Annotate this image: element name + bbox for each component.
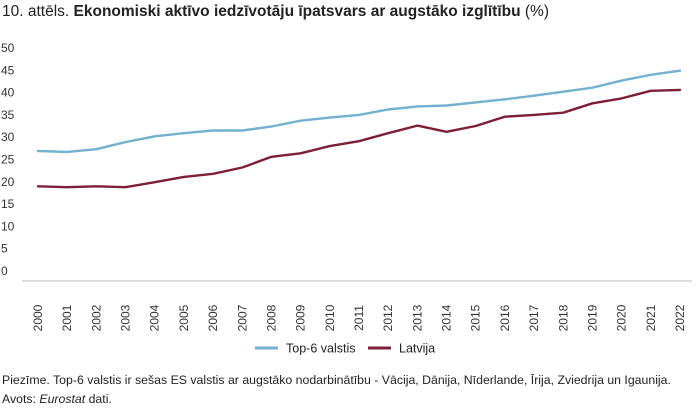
x-tick-label: 2000 bbox=[31, 304, 45, 331]
x-tick-label: 2017 bbox=[527, 304, 541, 331]
y-tick-label: 40 bbox=[1, 86, 15, 100]
y-tick-label: 50 bbox=[1, 41, 15, 55]
title-unit: (%) bbox=[524, 3, 549, 20]
title-text: Ekonomiski aktīvo iedzīvotāju īpatsvars … bbox=[73, 3, 521, 20]
x-tick-label: 2011 bbox=[352, 305, 366, 331]
legend: Top-6 valstis Latvija bbox=[255, 342, 435, 356]
source-line: Avots: Eurostat dati. bbox=[2, 392, 112, 406]
x-tick-label: 2015 bbox=[469, 304, 483, 331]
x-tick-label: 2007 bbox=[235, 304, 249, 331]
y-tick-label: 0 bbox=[1, 264, 8, 278]
x-tick-label: 2004 bbox=[148, 304, 162, 331]
x-axis: 2000 2001 2002 2003 2004 2005 2006 2007 2008 2009… bbox=[31, 304, 687, 331]
legend-label: Top-6 valstis bbox=[286, 342, 355, 356]
x-tick-label: 2022 bbox=[673, 304, 687, 331]
y-tick-label: 20 bbox=[1, 175, 15, 189]
y-axis: 0 5 10 15 20 25 30 35 40 45 50 bbox=[1, 41, 15, 278]
footnote: Piezīme. Top-6 valstis ir sešas ES valst… bbox=[2, 373, 671, 387]
x-tick-label: 2016 bbox=[498, 304, 512, 331]
x-tick-label: 2012 bbox=[381, 304, 395, 331]
chart-title: 10. attēls. Ekonomiski aktīvo iedzīvotāj… bbox=[2, 3, 549, 21]
x-tick-label: 2009 bbox=[294, 304, 308, 331]
x-tick-label: 2020 bbox=[615, 304, 629, 331]
x-tick-label: 2006 bbox=[206, 304, 220, 331]
x-tick-label: 2008 bbox=[264, 304, 278, 331]
y-tick-label: 10 bbox=[1, 219, 15, 233]
source-suffix: dati. bbox=[88, 392, 112, 406]
y-tick-label: 25 bbox=[1, 153, 15, 167]
legend-label: Latvija bbox=[399, 342, 435, 356]
series-line-latvija bbox=[36, 88, 682, 189]
x-tick-label: 2021 bbox=[644, 304, 658, 331]
y-tick-label: 5 bbox=[1, 242, 8, 256]
y-tick-label: 30 bbox=[1, 130, 15, 144]
series-line-top-6 bbox=[36, 69, 682, 154]
series-group bbox=[36, 69, 682, 189]
y-tick-label: 35 bbox=[1, 108, 15, 122]
x-tick-label: 2013 bbox=[410, 304, 424, 331]
x-tick-label: 2002 bbox=[89, 304, 103, 331]
source-name: Eurostat bbox=[39, 392, 86, 406]
x-tick-label: 2001 bbox=[60, 304, 74, 331]
x-tick-label: 2010 bbox=[323, 304, 337, 331]
figure-number: 10. attēls. bbox=[2, 3, 70, 20]
source-prefix: Avots: bbox=[2, 392, 36, 406]
x-tick-label: 2005 bbox=[177, 304, 191, 331]
x-tick-label: 2003 bbox=[119, 304, 133, 331]
y-tick-label: 15 bbox=[1, 197, 15, 211]
y-tick-label: 45 bbox=[1, 63, 15, 77]
x-tick-label: 2018 bbox=[556, 304, 570, 331]
x-tick-label: 2014 bbox=[440, 304, 454, 331]
x-tick-label: 2019 bbox=[585, 304, 599, 331]
